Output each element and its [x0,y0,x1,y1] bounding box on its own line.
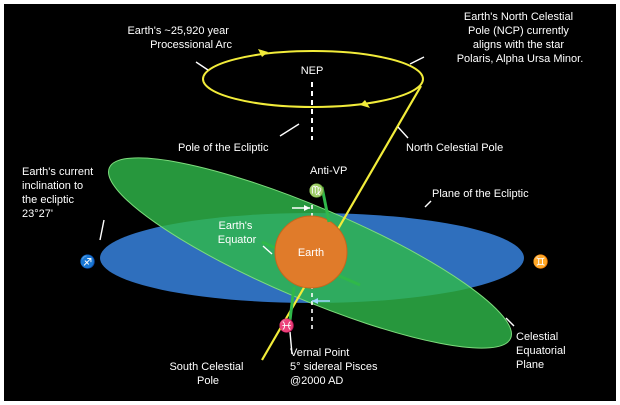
inclination-label-line3: the ecliptic [22,194,74,206]
vernal-point-label-line3: @2000 AD [290,375,343,387]
leader-pole-ecliptic [279,123,300,137]
ncp-alignment-label-line3: aligns with the star [473,39,564,51]
anti-vp-label: Anti-VP [310,165,347,177]
virgo-symbol: ♍ [309,183,325,198]
leader-earth-equator [262,245,273,255]
earths-equator-label-line2: Equator [218,234,257,246]
precession-arc-label-line1: Earth's ~25,920 year [127,25,229,37]
nep-label: NEP [301,65,324,77]
ncp-alignment-label-line4: Polaris, Alpha Ursa Minor. [457,53,584,65]
arrow-upper-head [304,205,310,211]
celestial-equatorial-plane-label: Celestial Equatorial Plane [516,331,569,371]
south-celestial-pole-label-line2: Pole [197,375,219,387]
ncp-alignment-label-line1: Earth's North Celestial [464,11,573,23]
precession-arc-label: Earth's ~25,920 year Processional Arc [127,25,232,51]
pole-of-ecliptic-label: Pole of the Ecliptic [178,142,269,154]
celestial-equatorial-plane-label-line2: Equatorial [516,345,566,357]
leader-precession-arc [195,61,209,71]
precession-arc-arrow-top [258,49,268,57]
earths-equator-label-line1: Earth's [219,220,253,232]
ncp-alignment-label: Earth's North Celestial Pole (NCP) curre… [457,11,584,65]
anti-vp-line [320,186,331,223]
vernal-point-label-line1: Vernal Point [290,347,349,359]
sagittarius-symbol: ♐ [80,254,96,269]
south-celestial-pole-label-line1: South Celestial [169,361,243,373]
diagram-background [4,4,616,401]
south-celestial-pole-label: South Celestial Pole [169,361,246,387]
leader-ncp [409,56,425,65]
arrow-lower-head [312,298,318,304]
inclination-label: Earth's current inclination to the eclip… [22,166,96,220]
inclination-label-line1: Earth's current [22,166,93,178]
gemini-symbol: ♊ [533,254,549,269]
earth-label: Earth [298,247,324,259]
pisces-symbol: ♓ [279,318,295,333]
earth-globe [274,215,348,289]
inclination-label-line2: inclination to [22,180,83,192]
ncp-alignment-label-line2: Pole (NCP) currently [468,25,569,37]
precession-arc-ellipse [202,50,424,108]
leader-vernal-point [289,331,293,355]
leader-inclination [99,219,105,241]
celestial-equatorial-plane-label-line1: Celestial [516,331,558,343]
precession-arc-label-line2: Processional Arc [150,39,232,51]
earths-equator-label: Earth's Equator [218,220,257,246]
leader-plane-ecliptic [424,200,432,208]
vernal-point-label-line2: 5° sidereal Pisces [290,361,378,373]
celestial-equatorial-plane-label-line3: Plane [516,359,544,371]
earth-axis-line [261,85,422,361]
vernal-point-label: Vernal Point 5° sidereal Pisces @2000 AD [290,347,381,387]
north-celestial-pole-label: North Celestial Pole [406,142,503,154]
leader-celestial-equatorial [505,317,515,327]
inclination-label-line4: 23°27' [22,208,53,220]
plane-of-ecliptic-label: Plane of the Ecliptic [432,188,529,200]
leader-north-celestial-pole [397,126,409,139]
vernal-point-line [288,286,296,321]
precession-arc-arrow-bottom [360,100,370,108]
